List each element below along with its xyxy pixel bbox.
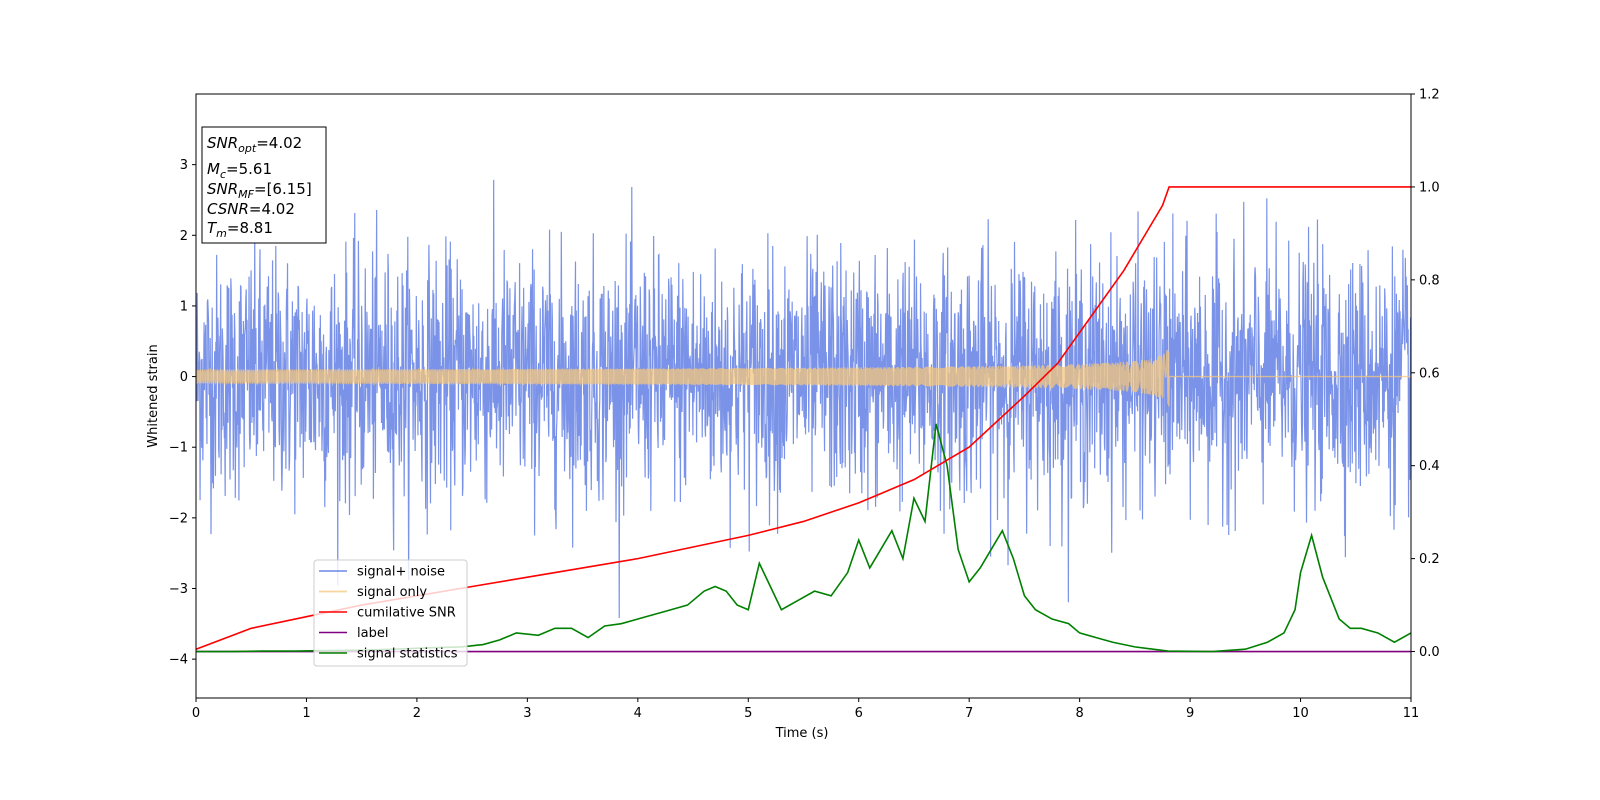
y-tick-label: 1 [180, 299, 188, 314]
legend-label: signal only [357, 585, 427, 600]
y-tick-label: 2 [180, 229, 188, 244]
y2-tick-label: 0.8 [1419, 273, 1440, 288]
y-tick-label: 0 [180, 370, 188, 385]
y-tick-label: −2 [169, 511, 188, 526]
legend: signal+ noise signal only cumilative SNR la… [313, 559, 468, 667]
y2-tick-label: 1.2 [1419, 88, 1440, 103]
y-axis-label: Whitened strain [146, 344, 161, 447]
x-axis-label: Time (s) [775, 726, 829, 741]
y2-tick-label: 0.2 [1419, 552, 1440, 567]
info-tm: Tm=8.81 [207, 219, 273, 240]
y-tick-label: −3 [169, 582, 188, 597]
y2-tick-label: 1.0 [1419, 180, 1440, 195]
legend-label: label [357, 626, 388, 641]
x-tick-label: 5 [744, 706, 752, 721]
legend-label: signal+ noise [357, 565, 445, 580]
y-tick-label: 3 [180, 158, 188, 173]
x-tick-label: 2 [413, 706, 421, 721]
series-signal-only [196, 349, 1411, 407]
x-axis: 0 1 2 3 4 5 6 7 8 9 10 11 [192, 698, 1419, 721]
plot-frame [195, 93, 1412, 699]
info-snr-mf: SNRMF=[6.15] [207, 180, 312, 201]
info-snr-opt: SNRopt=4.02 [207, 134, 302, 155]
y-axis-left: −4 −3 −2 −1 0 1 2 3 [169, 158, 196, 668]
info-box: SNRopt=4.02 Mc=5.61 SNRMF=[6.15] CSNR=4.… [201, 126, 327, 244]
x-tick-label: 10 [1292, 706, 1309, 721]
x-tick-label: 1 [302, 706, 310, 721]
y-tick-label: −4 [169, 653, 188, 668]
x-tick-label: 9 [1186, 706, 1194, 721]
x-tick-label: 3 [523, 706, 531, 721]
legend-label: cumilative SNR [357, 606, 456, 621]
info-csnr: CSNR=4.02 [207, 200, 295, 218]
x-tick-label: 0 [192, 706, 200, 721]
y2-tick-label: 0.0 [1419, 645, 1440, 660]
series-signal-statistics [196, 423, 1411, 653]
legend-label: signal statistics [357, 647, 458, 662]
y2-tick-label: 0.4 [1419, 459, 1440, 474]
y-tick-label: −1 [169, 441, 188, 456]
info-mc: Mc=5.61 [207, 160, 272, 181]
x-tick-label: 7 [965, 706, 973, 721]
y2-tick-label: 0.6 [1419, 366, 1440, 381]
x-tick-label: 8 [1075, 706, 1083, 721]
x-tick-label: 11 [1403, 706, 1420, 721]
x-tick-label: 6 [855, 706, 863, 721]
x-tick-label: 4 [634, 706, 642, 721]
y-axis-right: 0.0 0.2 0.4 0.6 0.8 1.0 1.2 [1411, 88, 1440, 660]
